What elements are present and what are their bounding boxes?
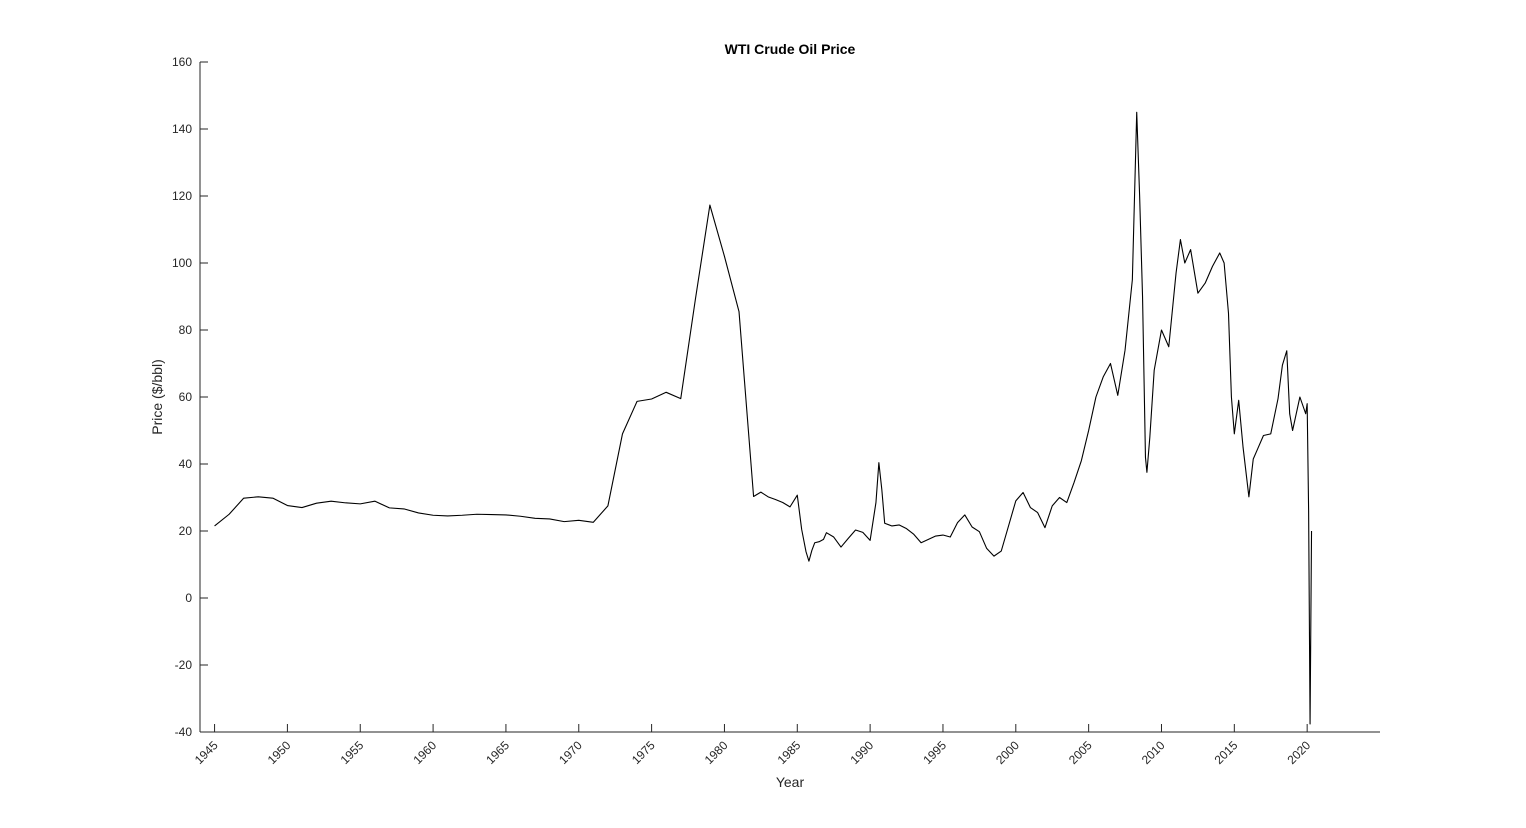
y-tick-label: 80 <box>179 323 193 337</box>
x-axis-title: Year <box>776 774 805 790</box>
y-tick-label: 0 <box>185 591 192 605</box>
y-ticks: -40 -20 0 20 40 60 80 100 120 140 160 <box>172 55 208 739</box>
y-tick-label: 120 <box>172 189 192 203</box>
y-tick-label: -20 <box>175 658 193 672</box>
y-tick-label: 40 <box>179 457 193 471</box>
y-tick-label: -40 <box>175 725 193 739</box>
y-tick-label: 20 <box>179 524 193 538</box>
chart-title: WTI Crude Oil Price <box>725 41 856 57</box>
y-tick-label: 100 <box>172 256 192 270</box>
series-layer <box>214 111 1313 725</box>
y-axis-title: Price ($/bbl) <box>149 359 165 434</box>
y-tick-label: 140 <box>172 122 192 136</box>
y-tick-label: 160 <box>172 55 192 69</box>
price-series-line <box>214 111 1313 725</box>
y-tick-label: 60 <box>179 390 193 404</box>
